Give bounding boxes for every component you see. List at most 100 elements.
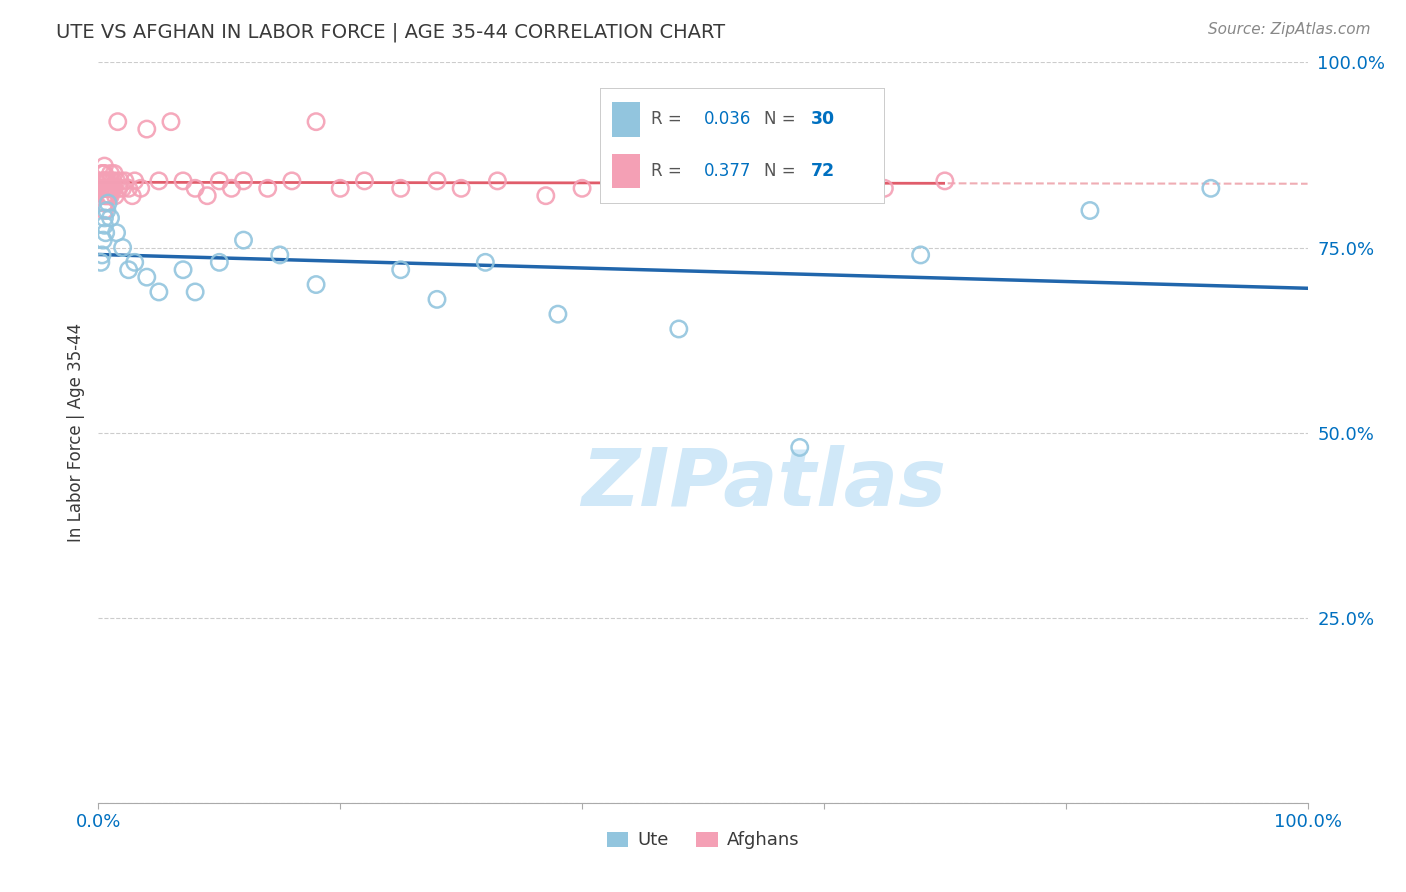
Point [98,181,121,195]
Point [426,293,449,307]
Point [93,188,115,202]
Text: UTE VS AFGHAN IN LABOR FORCE | AGE 35-44 CORRELATION CHART: UTE VS AFGHAN IN LABOR FORCE | AGE 35-44… [56,22,725,42]
Point [184,285,207,299]
Point [160,114,183,128]
Point [91,166,114,180]
Point [129,181,152,195]
Point [172,262,194,277]
Point [90,181,112,195]
Point [668,322,690,336]
Point [108,181,131,195]
Point [93,159,115,173]
Point [450,181,472,195]
Point [910,248,932,262]
Point [108,174,131,188]
Point [93,181,115,195]
Point [232,174,254,188]
Point [668,181,690,195]
Point [100,181,122,195]
Text: Source: ZipAtlas.com: Source: ZipAtlas.com [1208,22,1371,37]
Point [873,181,896,195]
Point [534,188,557,202]
Point [111,181,134,195]
Point [100,166,122,180]
Y-axis label: In Labor Force | Age 35-44: In Labor Force | Age 35-44 [66,323,84,542]
Point [90,255,112,269]
Point [93,196,115,211]
Point [100,188,122,202]
Point [93,181,115,195]
Point [813,174,835,188]
Point [96,203,118,218]
Point [281,174,304,188]
Point [101,181,124,195]
Point [97,181,120,195]
Point [486,174,509,188]
Point [172,174,194,188]
Point [305,277,328,292]
Point [114,174,136,188]
Point [93,203,115,218]
Point [716,174,738,188]
Point [305,114,328,128]
Point [135,122,157,136]
Point [100,174,122,188]
Point [101,174,124,188]
Point [232,233,254,247]
Point [94,181,117,195]
Point [121,188,143,202]
Point [105,226,128,240]
Point [184,181,207,195]
Point [208,174,231,188]
Point [97,188,120,202]
Point [208,255,231,269]
Point [100,211,122,225]
Point [124,174,146,188]
Point [91,248,114,262]
Point [96,181,118,195]
Point [94,188,117,202]
Point [269,248,291,262]
Point [389,181,412,195]
Point [107,114,129,128]
Point [148,285,170,299]
Point [93,219,115,233]
Point [91,174,114,188]
Point [389,262,412,277]
Point [111,240,134,255]
Point [221,181,243,195]
Point [100,181,122,195]
Point [1199,181,1222,195]
Point [619,174,641,188]
Point [94,226,117,240]
Point [93,166,115,180]
Point [571,181,593,195]
Point [93,174,115,188]
Point [93,211,115,225]
Point [97,196,120,211]
Point [124,255,146,269]
Text: ZIPatlas: ZIPatlas [581,445,946,524]
Point [98,188,121,202]
Point [91,174,114,188]
Point [148,174,170,188]
Point [104,188,127,202]
Point [329,181,352,195]
Point [103,181,125,195]
Point [934,174,956,188]
Point [118,262,141,277]
Point [135,270,157,285]
Point [547,307,569,321]
Point [97,174,120,188]
Legend: Ute, Afghans: Ute, Afghans [599,824,807,856]
Point [96,174,118,188]
Point [91,166,114,180]
Point [94,174,117,188]
Point [118,181,141,195]
Point [789,441,811,455]
Point [1078,203,1101,218]
Point [256,181,278,195]
Point [103,166,125,180]
Point [426,174,449,188]
Point [91,233,114,247]
